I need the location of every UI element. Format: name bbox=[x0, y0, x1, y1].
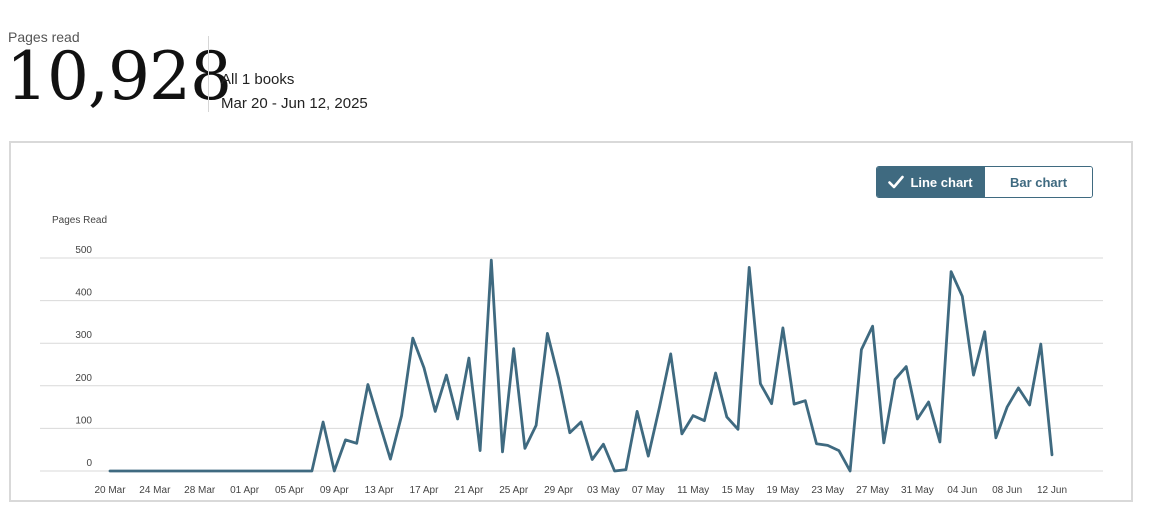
y-tick-label: 0 bbox=[86, 458, 92, 469]
chart-panel bbox=[9, 141, 1133, 502]
x-tick-label: 31 May bbox=[901, 485, 934, 496]
x-tick-label: 17 Apr bbox=[410, 485, 440, 496]
check-icon bbox=[888, 175, 905, 189]
chart-type-toggle: Line chart Bar chart bbox=[876, 166, 1093, 198]
x-tick-label: 23 May bbox=[811, 485, 844, 496]
x-tick-label: 27 May bbox=[856, 485, 889, 496]
x-tick-label: 19 May bbox=[766, 485, 799, 496]
stat-divider bbox=[208, 36, 209, 112]
y-tick-label: 500 bbox=[75, 245, 92, 256]
y-axis-label: Pages Read bbox=[52, 215, 107, 226]
y-tick-label: 300 bbox=[75, 330, 92, 341]
date-range-text: Mar 20 - Jun 12, 2025 bbox=[221, 95, 368, 112]
x-tick-label: 20 Mar bbox=[94, 485, 126, 496]
x-tick-label: 07 May bbox=[632, 485, 665, 496]
x-tick-label: 09 Apr bbox=[320, 485, 350, 496]
y-tick-label: 200 bbox=[75, 373, 92, 384]
y-tick-label: 400 bbox=[75, 288, 92, 299]
x-tick-label: 03 May bbox=[587, 485, 620, 496]
x-tick-label: 08 Jun bbox=[992, 485, 1022, 496]
line-chart-label: Line chart bbox=[910, 174, 973, 190]
series-line bbox=[108, 258, 1054, 473]
x-tick-label: 01 Apr bbox=[230, 485, 260, 496]
pages-read-label: Pages read bbox=[8, 29, 80, 45]
books-filter-text: All 1 books bbox=[221, 71, 295, 88]
x-tick-label: 05 Apr bbox=[275, 485, 305, 496]
x-tick-label: 24 Mar bbox=[139, 485, 171, 496]
x-tick-label: 25 Apr bbox=[499, 485, 529, 496]
x-tick-label: 12 Jun bbox=[1037, 485, 1067, 496]
bar-chart-label: Bar chart bbox=[1009, 174, 1068, 190]
x-tick-label: 21 Apr bbox=[454, 485, 484, 496]
y-tick-label: 100 bbox=[75, 415, 92, 426]
pages-read-total: 10,928 bbox=[6, 38, 232, 115]
x-tick-label: 15 May bbox=[722, 485, 755, 496]
x-tick-label: 29 Apr bbox=[544, 485, 574, 496]
x-tick-label: 28 Mar bbox=[184, 485, 216, 496]
x-tick-label: 04 Jun bbox=[947, 485, 977, 496]
line-chart-button[interactable]: Line chart bbox=[877, 167, 984, 197]
bar-chart-button[interactable]: Bar chart bbox=[984, 167, 1092, 197]
x-tick-label: 11 May bbox=[677, 485, 709, 496]
x-tick-label: 13 Apr bbox=[365, 485, 395, 496]
